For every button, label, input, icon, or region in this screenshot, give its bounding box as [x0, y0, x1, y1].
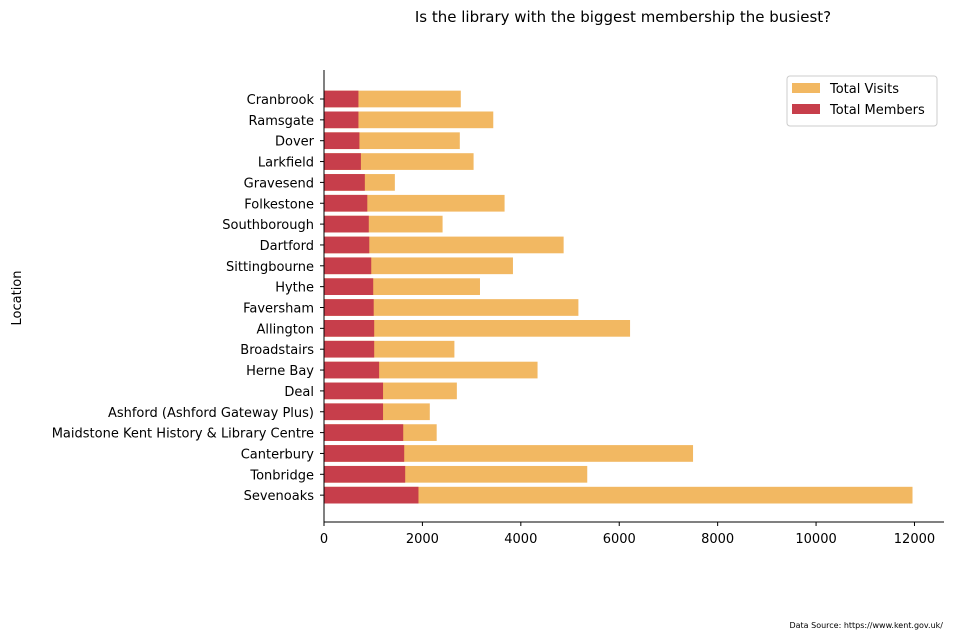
bar-total-members-larkfield: [324, 153, 361, 170]
bar-total-visits-sevenoaks: [324, 486, 913, 504]
bar-total-visits-larkfield: [324, 153, 474, 170]
bar-total-members-gravesend: [324, 174, 365, 191]
series-total-members: [324, 90, 419, 504]
bar-total-members-ashford-ashford-gateway-plus: [324, 403, 384, 421]
y-tick-label-cranbrook: Cranbrook: [247, 93, 315, 108]
bar-total-members-canterbury: [324, 445, 405, 462]
y-tick-label-folkestone: Folkestone: [244, 197, 314, 212]
y-tick-label-gravesend: Gravesend: [244, 176, 314, 191]
x-tick-label-6000: 6000: [603, 532, 636, 547]
legend-swatch-total-members: [792, 104, 820, 114]
y-tick-label-faversham: Faversham: [243, 302, 314, 317]
y-tick-label-sevenoaks: Sevenoaks: [244, 489, 315, 504]
x-tick-label-10000: 10000: [795, 532, 836, 547]
bar-total-members-herne-bay: [324, 361, 380, 379]
bar-total-visits-ramsgate: [324, 111, 494, 129]
legend-label-total-visits: Total Visits: [829, 82, 899, 97]
y-tick-label-tonbridge: Tonbridge: [249, 468, 314, 483]
bar-total-visits-allington: [324, 320, 631, 337]
bar-total-members-dartford: [324, 236, 370, 254]
bar-total-members-southborough: [324, 215, 369, 233]
bar-total-members-ramsgate: [324, 111, 359, 129]
bar-total-members-broadstairs: [324, 340, 375, 358]
y-tick-label-dover: Dover: [275, 135, 315, 150]
bar-total-visits-dartford: [324, 236, 564, 254]
series-total-visits: [324, 90, 913, 504]
bar-total-members-allington: [324, 320, 375, 337]
legend-swatch-total-visits: [792, 83, 820, 93]
legend: Total Visits Total Members: [786, 75, 938, 127]
x-ticks: 0 2000 4000 6000 8000 10000 12000: [320, 522, 935, 547]
y-tick-label-hythe: Hythe: [275, 281, 314, 296]
bar-total-members-sevenoaks: [324, 486, 419, 504]
x-tick-label-4000: 4000: [504, 532, 537, 547]
y-tick-label-southborough: Southborough: [222, 218, 314, 233]
y-tick-label-ashford-ashford-gateway-plus: Ashford (Ashford Gateway Plus): [108, 406, 314, 421]
bar-total-visits-faversham: [324, 299, 579, 316]
bar-total-members-hythe: [324, 278, 374, 295]
chart-title: Is the library with the biggest membersh…: [415, 8, 831, 26]
y-tick-label-canterbury: Canterbury: [241, 447, 315, 462]
y-tick-label-allington: Allington: [256, 322, 314, 337]
y-tick-label-herne-bay: Herne Bay: [246, 364, 314, 379]
y-tick-label-broadstairs: Broadstairs: [240, 343, 314, 358]
y-ticks: Cranbrook Ramsgate Dover Larkfield Gravesend…: [52, 93, 324, 504]
x-tick-label-8000: 8000: [701, 532, 734, 547]
y-tick-label-sittingbourne: Sittingbourne: [226, 260, 314, 275]
bar-total-members-tonbridge: [324, 465, 406, 483]
y-tick-label-ramsgate: Ramsgate: [249, 114, 314, 129]
bar-total-visits-canterbury: [324, 445, 694, 462]
bar-total-members-deal: [324, 382, 384, 400]
bar-total-members-folkestone: [324, 194, 368, 212]
legend-label-total-members: Total Members: [829, 103, 925, 118]
y-tick-label-larkfield: Larkfield: [258, 156, 314, 171]
y-tick-label-dartford: Dartford: [260, 239, 314, 254]
bar-total-members-sittingbourne: [324, 257, 372, 275]
bar-total-members-dover: [324, 132, 360, 150]
bar-total-members-cranbrook: [324, 90, 359, 108]
data-source-annotation: Data Source: https://www.kent.gov.uk/: [789, 621, 943, 630]
x-tick-label-0: 0: [320, 532, 328, 547]
y-tick-label-deal: Deal: [284, 385, 314, 400]
y-tick-label-maidstone-kent-history-library-centre: Maidstone Kent History & Library Centre: [52, 427, 314, 442]
bar-total-visits-folkestone: [324, 194, 505, 212]
x-tick-label-2000: 2000: [406, 532, 439, 547]
legend-frame: [786, 75, 938, 127]
y-axis-label: Location: [10, 271, 25, 326]
bar-total-members-faversham: [324, 299, 374, 316]
x-tick-label-12000: 12000: [894, 532, 935, 547]
bar-total-members-maidstone-kent-history-library-centre: [324, 424, 404, 441]
